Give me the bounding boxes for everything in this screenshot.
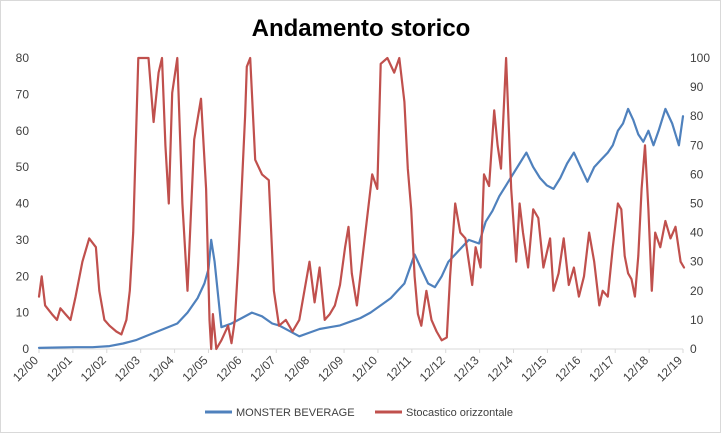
left-axis-tick-label: 30 [16,233,30,247]
x-axis-tick-label: 12/12 [417,353,448,384]
x-axis-tick-label: 12/18 [620,353,651,384]
x-axis-tick-label: 12/04 [146,353,177,384]
x-axis-tick-label: 12/05 [179,353,210,384]
x-axis-tick-label: 12/07 [247,353,278,384]
x-axis-tick-label: 12/19 [654,353,685,384]
right-axis-ticks: 0 10 20 30 40 50 60 70 80 90 100 [690,51,710,356]
left-axis-tick-label: 40 [16,197,30,211]
right-axis-tick-label: 40 [690,226,704,240]
left-axis-tick-label: 80 [16,51,30,65]
left-axis-tick-label: 60 [16,124,30,138]
right-axis-tick-label: 60 [690,167,704,181]
legend-label-monster-beverage: MONSTER BEVERAGE [236,407,355,419]
x-axis-tick-label: 12/00 [10,353,41,384]
right-axis-tick-label: 100 [690,51,710,65]
left-axis-tick-label: 70 [16,87,30,101]
x-axis-tick-label: 12/10 [349,353,380,384]
right-axis-tick-label: 90 [690,80,704,94]
right-axis-tick-label: 30 [690,255,704,269]
legend: MONSTER BEVERAGE Stocastico orizzontale [205,407,513,419]
right-axis-tick-label: 70 [690,138,704,152]
x-axis-ticks: 12/00 12/01 12/02 12/03 12/04 12/05 12/06 12/07… [10,349,685,384]
x-axis-tick-label: 12/08 [281,353,312,384]
x-axis-tick-label: 12/13 [451,353,482,384]
left-axis-tick-label: 20 [16,269,30,283]
series-layer [37,56,686,351]
x-axis-tick-label: 12/14 [485,353,516,384]
x-axis-tick-label: 12/02 [78,353,109,384]
x-axis-tick-label: 12/15 [518,353,549,384]
left-axis-ticks: 0 10 20 30 40 50 60 70 80 [16,51,30,356]
right-axis-tick-label: 20 [690,284,704,298]
legend-label-stocastico-orizzontale: Stocastico orizzontale [406,407,513,419]
x-axis-tick-label: 12/16 [552,353,583,384]
x-axis-tick-label: 12/09 [315,353,346,384]
stocastico-orizzontale-line [37,56,686,351]
right-axis-tick-label: 80 [690,109,704,123]
left-axis-tick-label: 50 [16,160,30,174]
x-axis-tick-label: 12/06 [213,353,244,384]
left-axis-tick-label: 0 [22,342,29,356]
x-axis-tick-label: 12/01 [44,353,75,384]
x-axis-tick-label: 12/11 [383,353,414,384]
x-axis-tick-label: 12/17 [586,353,617,384]
left-axis-tick-label: 10 [16,306,30,320]
chart-title: Andamento storico [252,15,471,42]
right-axis-tick-label: 10 [690,313,704,327]
right-axis-tick-label: 0 [690,342,697,356]
x-axis-tick-label: 12/03 [112,353,143,384]
right-axis-tick-label: 50 [690,197,704,211]
